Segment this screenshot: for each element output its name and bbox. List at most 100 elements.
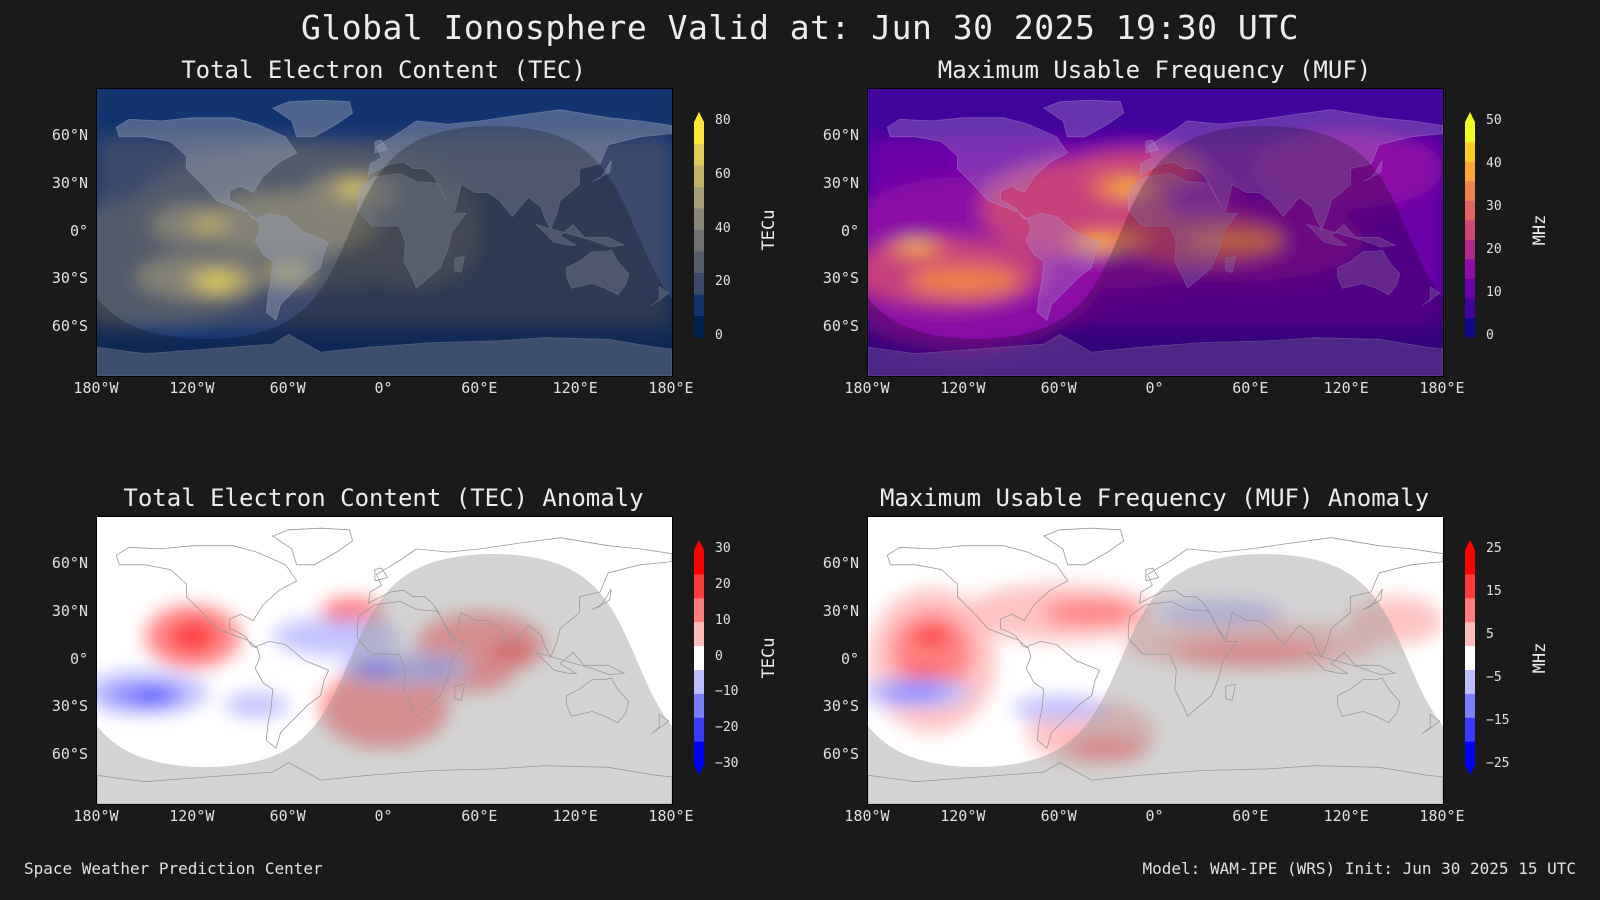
landmass-japan bbox=[591, 588, 612, 610]
colorbar-segment bbox=[694, 229, 704, 252]
colorbar-segment bbox=[694, 573, 704, 599]
field-contour bbox=[363, 663, 390, 674]
colorbar bbox=[1464, 540, 1476, 775]
colorbar-tick-label: 10 bbox=[1486, 285, 1502, 300]
colorbar-tick-label: 5 bbox=[1486, 627, 1494, 642]
field-contour bbox=[1080, 240, 1119, 251]
lon-tick-label: 60°E bbox=[1232, 379, 1269, 397]
field-contour bbox=[352, 192, 481, 289]
lon-tick-label: 180°W bbox=[73, 379, 119, 397]
colorbar-segment bbox=[694, 669, 704, 694]
colorbar-tick-label: 0 bbox=[1486, 328, 1494, 343]
field-contour bbox=[1067, 735, 1148, 761]
lat-tick-label: 60°N bbox=[822, 553, 859, 572]
colorbar-segment bbox=[1465, 161, 1475, 182]
field-contour bbox=[1155, 599, 1284, 626]
landmass-greenland bbox=[1042, 99, 1125, 138]
colorbar-segment bbox=[694, 645, 704, 670]
landmass-north-america bbox=[886, 117, 1069, 221]
colorbar-segment bbox=[694, 717, 704, 742]
colorbar-segment bbox=[1465, 317, 1475, 338]
field-contour bbox=[1171, 639, 1332, 666]
lon-tick-label: 120°W bbox=[169, 807, 215, 825]
colorbar-unit-label: MHz bbox=[1530, 642, 1550, 673]
lat-tick-label: 30°S bbox=[51, 269, 88, 288]
field-contour bbox=[1187, 230, 1284, 251]
landmass-new-zealand bbox=[1421, 285, 1441, 307]
lon-tick-label: 0° bbox=[374, 379, 393, 397]
colorbar-segment bbox=[1465, 239, 1475, 260]
lat-tick-label: 60°S bbox=[51, 317, 88, 336]
field-layer bbox=[868, 583, 1443, 765]
lat-tick-label: 60°S bbox=[822, 745, 859, 764]
landmass-africa bbox=[356, 601, 467, 717]
field-contour bbox=[488, 642, 537, 663]
colorbar bbox=[693, 112, 705, 347]
lat-tick-label: 30°S bbox=[822, 697, 859, 716]
colorbar-segment bbox=[1465, 219, 1475, 240]
colorbar-segment bbox=[694, 272, 704, 295]
colorbar-tick-label: 20 bbox=[715, 274, 731, 290]
lon-tick-label: 60°W bbox=[269, 807, 306, 825]
landmass-south-america bbox=[1025, 640, 1101, 749]
colorbar-extend-max bbox=[1465, 112, 1475, 122]
landmass-greenland bbox=[271, 527, 354, 566]
colorbar-tick-label: 30 bbox=[715, 541, 731, 556]
field-layer bbox=[97, 596, 545, 749]
landmass-south-america bbox=[1025, 212, 1101, 321]
lat-tick-label: 0° bbox=[69, 649, 88, 668]
field-contour bbox=[133, 689, 173, 702]
colorbar-segment bbox=[694, 165, 704, 187]
landmass-australia bbox=[566, 249, 630, 296]
colorbar-unit-label: TECu bbox=[759, 637, 779, 678]
lat-tick-label: 30°S bbox=[51, 697, 88, 716]
night-shading bbox=[97, 554, 672, 804]
landmass-australia bbox=[1337, 677, 1401, 724]
colorbar-tick-label: 0 bbox=[715, 648, 723, 664]
colorbar-segment bbox=[694, 550, 704, 575]
colorbar-segment bbox=[1465, 741, 1475, 766]
lat-tick-label: 30°N bbox=[51, 601, 88, 620]
landmass-new-zealand bbox=[650, 285, 670, 307]
lat-tick-label: 0° bbox=[69, 221, 88, 240]
colorbar-tick-label: −15 bbox=[1486, 713, 1510, 728]
colorbar-segment bbox=[694, 597, 704, 623]
colorbar-tick-label: 50 bbox=[1486, 113, 1502, 128]
colorbar-tick-label: 40 bbox=[1486, 156, 1502, 171]
colorbar-segment bbox=[1465, 621, 1475, 647]
landmass-south-america bbox=[254, 640, 330, 749]
page-title: Global Ionosphere Valid at: Jun 30 2025 … bbox=[300, 8, 1300, 47]
landmass-greenland bbox=[271, 99, 354, 138]
landmass-indonesia bbox=[1305, 223, 1397, 248]
landmass-australia bbox=[1337, 249, 1401, 296]
landmass-japan bbox=[591, 160, 612, 182]
colorbar-tick-label: 20 bbox=[1486, 242, 1502, 257]
field-contour bbox=[266, 262, 312, 282]
landmass-africa bbox=[1127, 601, 1238, 717]
colorbar-segment bbox=[694, 315, 704, 338]
field-contour bbox=[189, 216, 228, 233]
night-shading bbox=[97, 126, 672, 376]
landmass-eurasia bbox=[367, 109, 672, 231]
lat-tick-label: 60°N bbox=[51, 553, 88, 572]
colorbar-segment bbox=[1465, 200, 1475, 221]
colorbar-extend-max bbox=[1465, 540, 1475, 550]
colorbar-extend-max bbox=[694, 112, 704, 122]
colorbar-segment bbox=[1465, 122, 1475, 143]
colorbar-tick-label: 15 bbox=[1486, 584, 1502, 599]
lon-tick-label: 60°E bbox=[461, 379, 498, 397]
field-contour bbox=[224, 692, 289, 718]
lon-tick-label: 60°E bbox=[1232, 807, 1269, 825]
field-contour bbox=[1043, 599, 1140, 626]
lon-tick-label: 180°E bbox=[1419, 807, 1465, 825]
landmass-eurasia bbox=[1138, 109, 1443, 231]
colorbar-segment bbox=[694, 693, 704, 718]
landmass-indonesia bbox=[534, 651, 626, 676]
lon-tick-label: 0° bbox=[1145, 807, 1164, 825]
colorbar bbox=[1464, 112, 1476, 347]
landmass-madagascar bbox=[454, 683, 465, 701]
colorbar-tick-label: 60 bbox=[715, 166, 731, 182]
tec-anomaly-map bbox=[96, 516, 673, 805]
colorbar-segment bbox=[1465, 550, 1475, 575]
landmass-eurasia bbox=[367, 537, 672, 659]
